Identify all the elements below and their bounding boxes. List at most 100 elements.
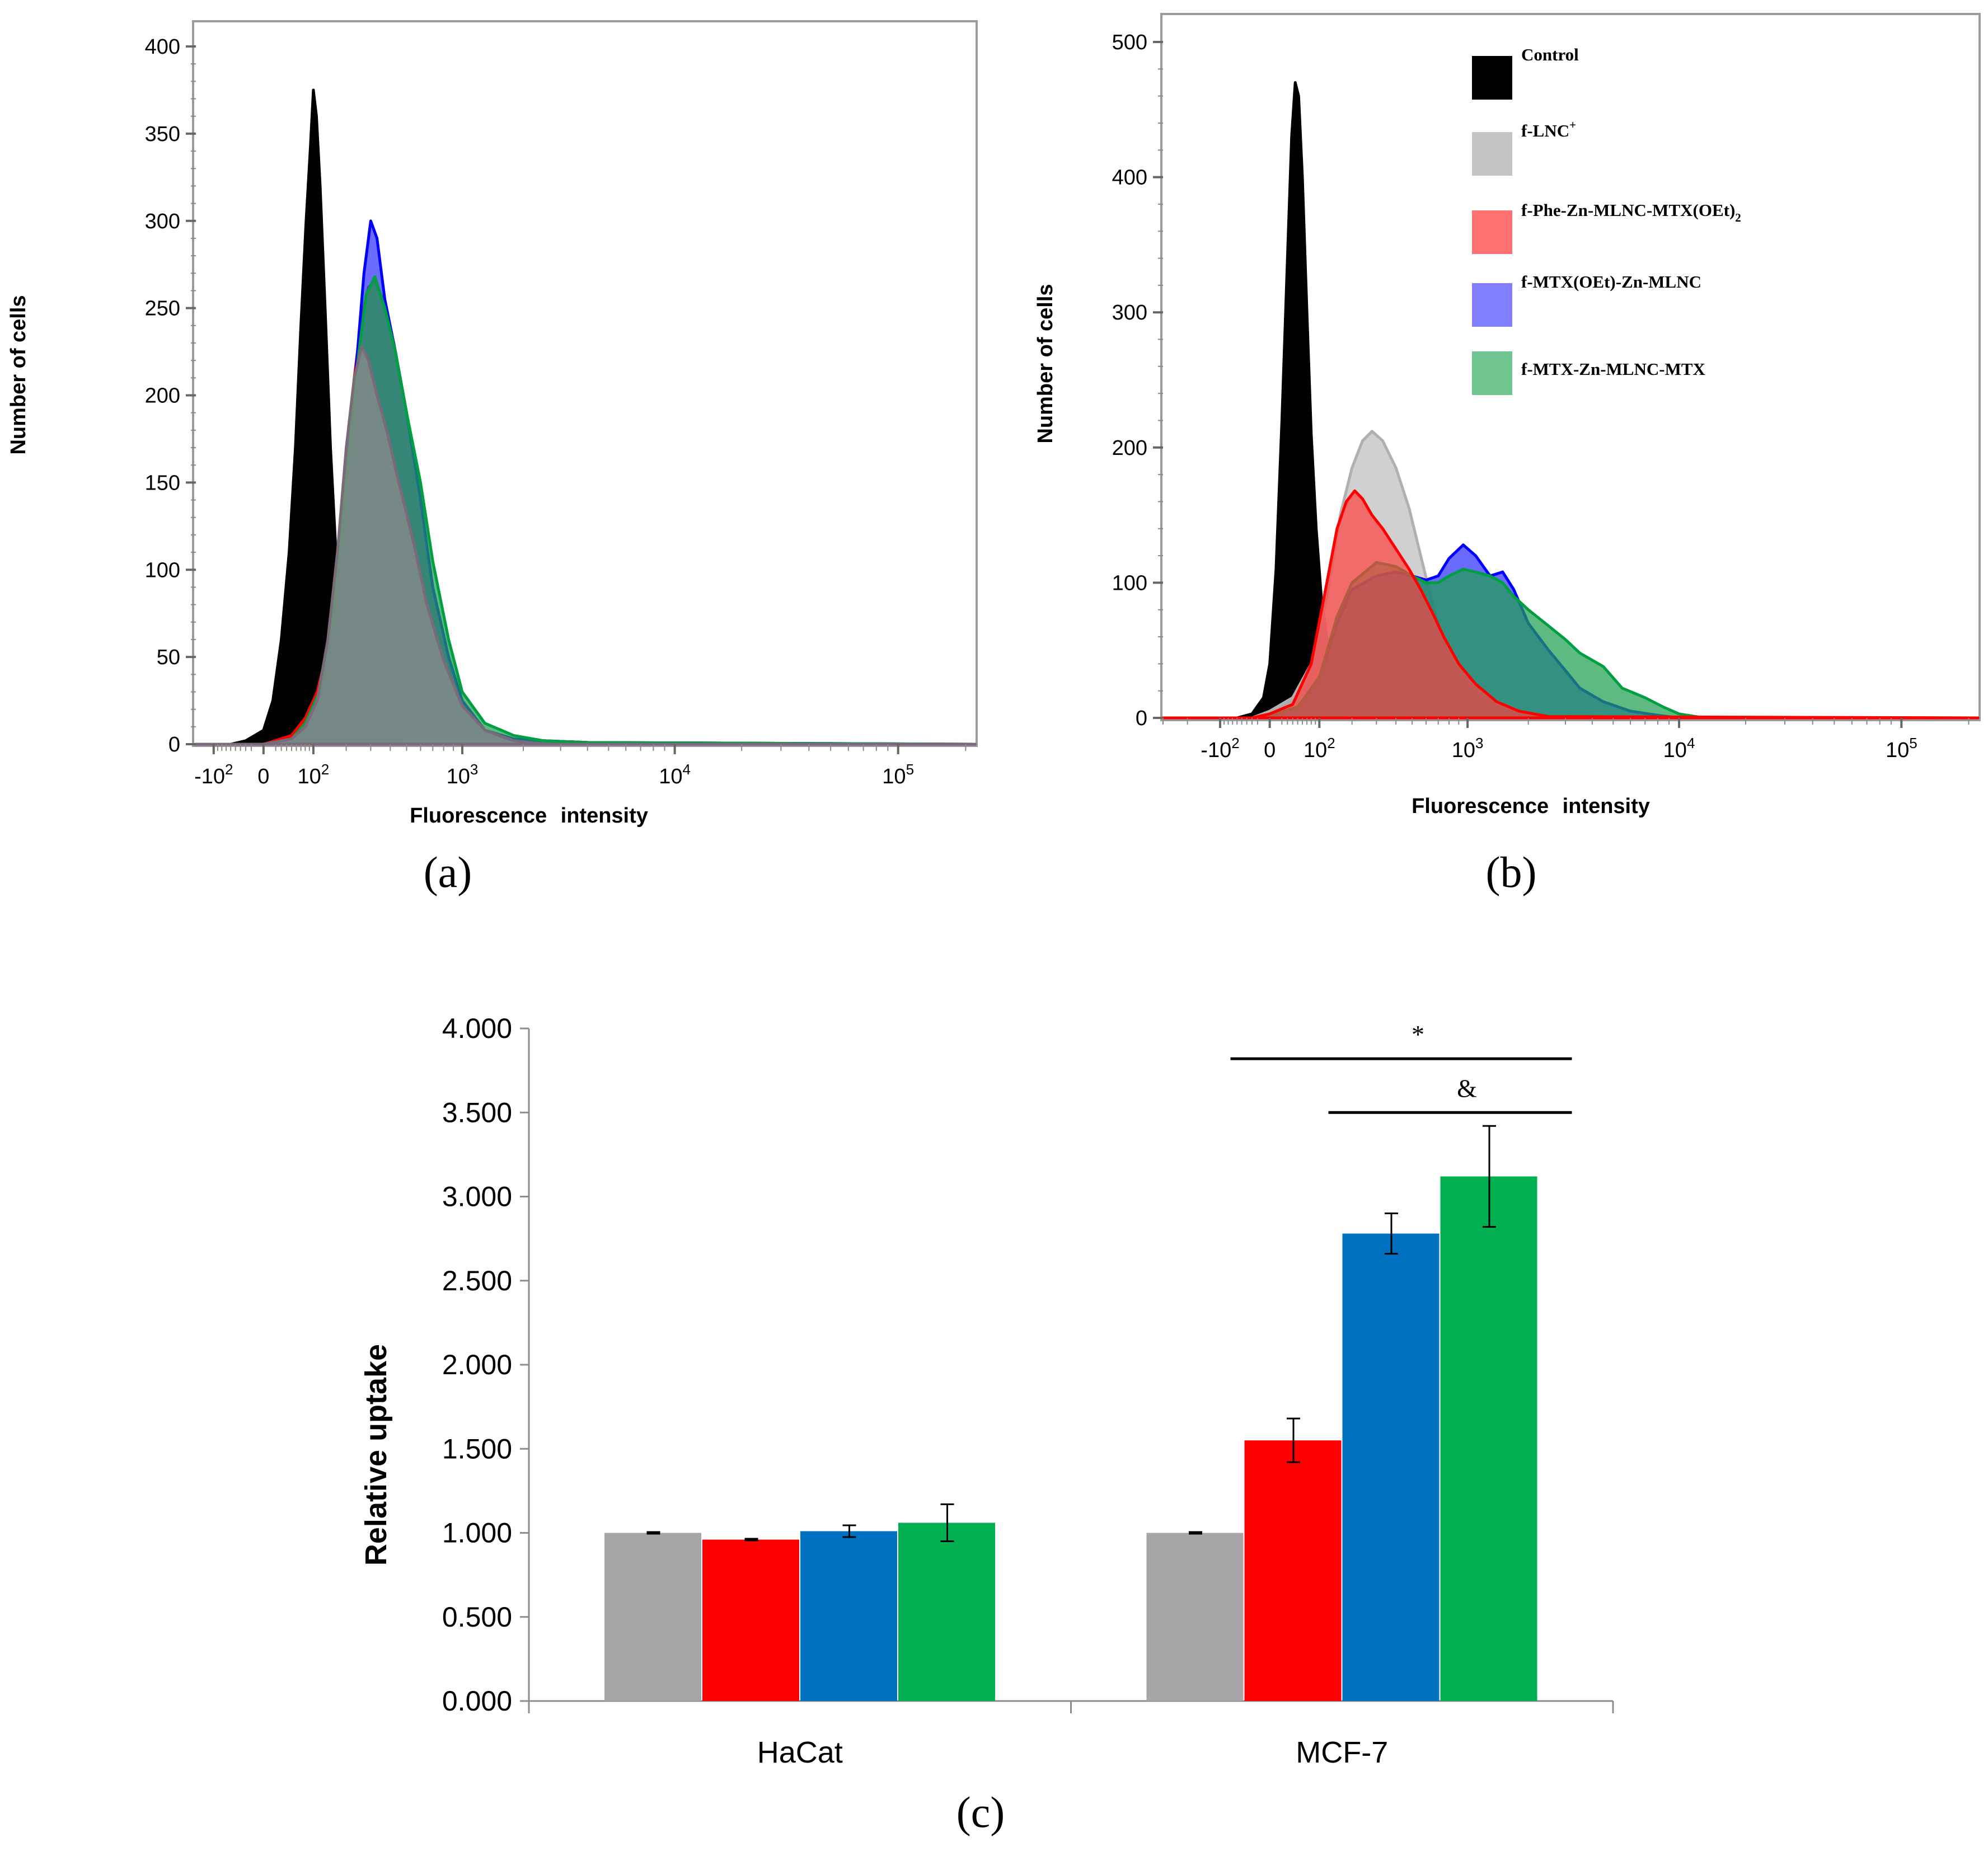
panel-c-y-tick-label: 3.500 (442, 1097, 512, 1128)
panel-c-y-tick-label: 2.500 (442, 1265, 512, 1296)
x-tick-exponent: 2 (321, 761, 329, 778)
x-tick-base: 10 (1663, 739, 1687, 762)
panel-c-y-tick-label: 2.000 (442, 1349, 512, 1380)
panel-c-bar-mcf-7-f-lnc (1146, 1533, 1244, 1701)
panel-c-y-axis-label: Relative uptake (359, 1344, 393, 1566)
panel-a-y-tick-label: 350 (145, 123, 180, 146)
panel-a-y-tick-label: 150 (145, 471, 180, 495)
panel-b-series-f-phe-zn-mlnc-mtx-oet-2 (1161, 489, 1980, 720)
panel-c-bar-hacat-f-mtx-oet-zn-mlnc (800, 1531, 897, 1701)
panel-c-label: (c) (957, 1788, 1005, 1836)
panel-b-y-tick-label: 300 (1112, 301, 1147, 325)
x-tick-base: -10 (194, 765, 225, 788)
panel-b-y-tick-label: 400 (1112, 166, 1147, 190)
panel-b-y-tick-label: 200 (1112, 436, 1147, 460)
x-tick-exponent: 2 (1327, 735, 1335, 751)
x-tick-exponent: 3 (470, 761, 478, 778)
panel-a-y-tick-label: 0 (168, 733, 180, 757)
panel-c-axes: 0.000 0.500 1.000 1.500 2.000 2.500 3.000 3.500… (442, 1013, 1614, 1769)
panel-b-x-tick-label: 102 (1304, 735, 1335, 762)
panel-a-label: (a) (424, 848, 472, 896)
panel-c-bars (604, 1125, 1537, 1701)
panel-a-x-tick-label: -102 (194, 761, 233, 788)
x-tick-exponent: 3 (1475, 735, 1483, 751)
panel-b-x-tick-label: -102 (1201, 735, 1239, 762)
panel-b-y-tick-label: 100 (1112, 571, 1147, 595)
x-tick-exponent: 5 (1909, 735, 1917, 751)
panel-a-x-tick-label: 103 (447, 761, 479, 788)
panel-b-y-tick-label: 0 (1136, 707, 1147, 730)
legend-swatch-mtxoet (1472, 283, 1512, 327)
x-tick-base: 10 (1886, 739, 1909, 762)
panel-c-significance-label: * (1412, 1020, 1424, 1049)
legend-swatch-mtx (1472, 351, 1512, 395)
x-tick-exponent: 5 (906, 761, 914, 778)
panel-c-y-tick-label: 0.000 (442, 1685, 512, 1717)
panel-b-y-tick-label: 500 (1112, 31, 1147, 54)
x-tick-exponent: 4 (683, 761, 691, 778)
panel-c-y-tick-label: 3.000 (442, 1181, 512, 1213)
legend-label-flnc-superscript: + (1569, 118, 1576, 131)
panel-c-bar-hacat-f-lnc (604, 1533, 701, 1701)
panel-c-bar-mcf-7-f-phe-zn-mlnc-mtx-oet-2 (1244, 1440, 1342, 1701)
panel-a-x-tick-label: 0 (257, 765, 269, 788)
panel-c-bar-hacat-f-phe-zn-mlnc-mtx-oet-2 (702, 1539, 799, 1701)
legend-label-flnc: f-LNC+ (1521, 118, 1576, 140)
panel-b-x-tick-label: 0 (1264, 739, 1276, 762)
panel-c-category-label-hacat: HaCat (757, 1736, 843, 1769)
panel-c-bar-chart: 0.000 0.500 1.000 1.500 2.000 2.500 3.000 3.500… (359, 1013, 1614, 1836)
x-tick-base: 10 (447, 765, 470, 788)
panel-a-x-tick-label: 105 (882, 761, 914, 788)
x-tick-exponent: 2 (225, 761, 233, 778)
panel-b-x-tick-label: 104 (1663, 735, 1695, 762)
panel-c-bar-mcf-7-f-mtx-oet-zn-mlnc (1342, 1233, 1440, 1701)
panel-a-x-tick-label: 104 (659, 761, 691, 788)
legend-swatch-flnc (1472, 132, 1512, 176)
panel-b-series-group (1161, 81, 1980, 720)
panel-c-y-tick-label: 1.000 (442, 1517, 512, 1549)
panel-a-y-tick-label: 100 (145, 558, 180, 582)
panel-b-y-axis-label: Number of cells (1034, 284, 1057, 443)
panel-a-y-tick-label: 200 (145, 384, 180, 408)
panel-a-y-tick-label: 300 (145, 210, 180, 233)
legend-label-control: Control (1521, 45, 1579, 64)
legend-label-mtx: f-MTX-Zn-MLNC-MTX (1521, 359, 1706, 379)
panel-c-y-tick-label: 4.000 (442, 1013, 512, 1044)
legend: Control f-LNC+ f-Phe-Zn-MLNC-MTX(OEt)2 f… (1472, 45, 1741, 395)
legend-label-phe: f-Phe-Zn-MLNC-MTX(OEt)2 (1521, 200, 1741, 224)
x-tick-exponent: 2 (1231, 735, 1239, 751)
panel-b-x-tick-label: 105 (1886, 735, 1917, 762)
legend-swatch-control (1472, 56, 1512, 100)
panel-b-label: (b) (1486, 848, 1537, 896)
panel-a-series-group (194, 88, 977, 746)
legend-swatch-phe (1472, 210, 1512, 254)
panel-c-y-tick-label: 1.500 (442, 1433, 512, 1464)
panel-a-x-tick-label: 102 (298, 761, 330, 788)
panel-a-series-f-lnc (194, 345, 977, 746)
panel-c-significance: *& (1230, 1020, 1572, 1114)
panel-c-category-label-mcf-7: MCF-7 (1296, 1736, 1388, 1769)
x-tick-exponent: 4 (1687, 735, 1695, 751)
x-tick-base: 0 (257, 765, 269, 788)
panel-c-y-tick-label: 0.500 (442, 1601, 512, 1633)
legend-label-phe-subscript: 2 (1735, 211, 1741, 224)
x-tick-base: 10 (659, 765, 682, 788)
panel-b-x-axis-label: Fluorescence intensity (1412, 795, 1650, 818)
x-tick-base: 10 (882, 765, 906, 788)
panel-b-x-tick-label: 103 (1452, 735, 1484, 762)
x-tick-base: 10 (298, 765, 321, 788)
legend-label-mtxoet: f-MTX(OEt)-Zn-MLNC (1521, 272, 1701, 292)
x-tick-base: 10 (1304, 739, 1327, 762)
panel-a-x-axis-label: Fluorescence intensity (410, 804, 648, 828)
x-tick-base: 10 (1452, 739, 1475, 762)
panel-a-y-tick-label: 400 (145, 35, 180, 59)
panel-a-y-axis-label: Number of cells (7, 295, 30, 454)
x-tick-base: 0 (1264, 739, 1276, 762)
panel-a-y-tick-label: 250 (145, 297, 180, 321)
panel-a-y-tick-label: 50 (157, 646, 180, 669)
